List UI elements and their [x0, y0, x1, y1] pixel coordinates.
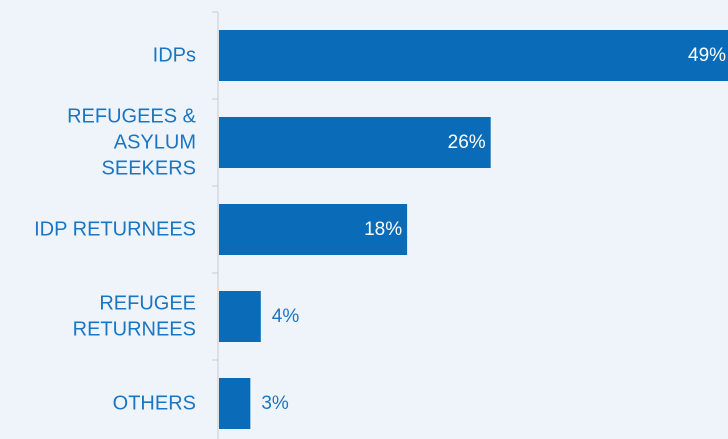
category-label: IDPs: [153, 45, 196, 67]
bar: [219, 30, 728, 81]
value-labels: 49% 26% 18% 4% 3%: [261, 45, 726, 414]
category-labels: IDPs REFUGEES & ASYLUM SEEKERS IDP RETURNEES…: [34, 45, 197, 415]
bar: [219, 204, 408, 255]
category-label: IDP RETURNEES: [34, 219, 196, 241]
bar: [219, 117, 491, 168]
chart-axis: [212, 11, 219, 439]
value-label: 3%: [261, 393, 289, 414]
value-label: 49%: [688, 45, 726, 66]
category-label: OTHERS: [113, 393, 196, 415]
category-label: REFUGEES & ASYLUM SEEKERS: [67, 106, 197, 180]
category-label: REFUGEE RETURNEES: [73, 293, 196, 341]
chart-bars: [219, 30, 728, 429]
value-label: 18%: [364, 219, 402, 240]
value-label: 26%: [448, 132, 486, 153]
bar: [219, 291, 261, 342]
value-label: 4%: [272, 306, 300, 327]
bar: [219, 378, 251, 429]
